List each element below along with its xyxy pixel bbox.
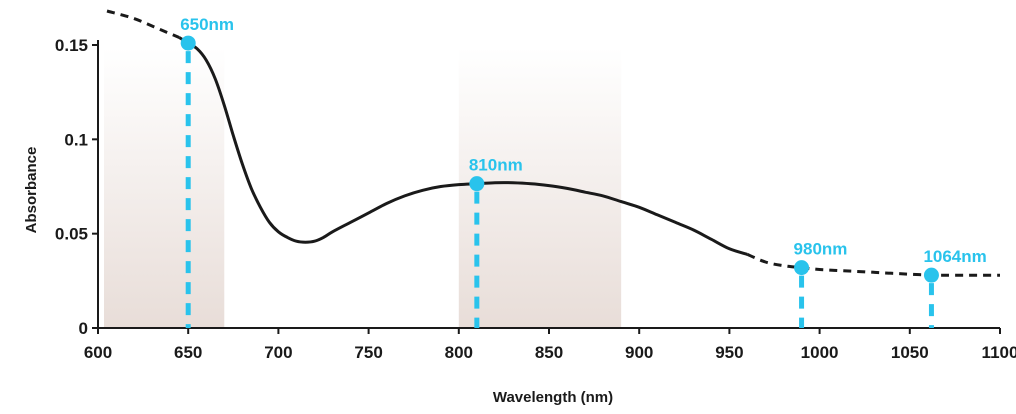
marker-label-650nm: 650nm [180, 15, 234, 34]
y-axis-title: Absorbance [23, 147, 40, 234]
y-tick-label: 0 [79, 319, 88, 338]
marker-dot-980nm [794, 260, 810, 276]
marker-dot-1064nm [923, 267, 939, 283]
x-axis-title: Wavelength (nm) [493, 389, 613, 406]
x-tick-label: 1000 [801, 343, 839, 362]
x-tick-label: 800 [445, 343, 473, 362]
highlight-band-2 [458, 48, 622, 328]
absorbance-curve [106, 9, 1000, 277]
x-tick-label: 850 [535, 343, 563, 362]
axes: 600 650 700 750 800 850 900 950 1000 1050 1100 0 0.0… [55, 36, 1016, 362]
curve-dashed-right [746, 253, 1000, 277]
y-tick-label: 0.1 [64, 130, 88, 149]
highlight-bands [104, 48, 622, 328]
y-tick-label: 0.15 [55, 36, 88, 55]
curve-solid [178, 36, 748, 256]
x-tick-label: 600 [84, 343, 112, 362]
wavelength-markers: 650nm 810nm 980nm 1064nm [180, 15, 987, 328]
x-tick-label: 650 [174, 343, 202, 362]
x-tick-label: 900 [625, 343, 653, 362]
marker-dot-810nm [469, 176, 485, 192]
marker-label-1064nm: 1064nm [923, 247, 986, 266]
highlight-band-1 [104, 48, 225, 328]
marker-label-810nm: 810nm [469, 156, 523, 175]
marker-label-980nm: 980nm [794, 240, 848, 259]
y-tick-label: 0.05 [55, 225, 88, 244]
marker-dot-650nm [180, 35, 196, 51]
x-tick-label: 700 [264, 343, 292, 362]
x-tick-label: 1100 [982, 343, 1016, 362]
x-tick-label: 1050 [891, 343, 929, 362]
curve-dashed-left [106, 9, 180, 39]
x-tick-label: 750 [354, 343, 382, 362]
x-tick-label: 950 [715, 343, 743, 362]
